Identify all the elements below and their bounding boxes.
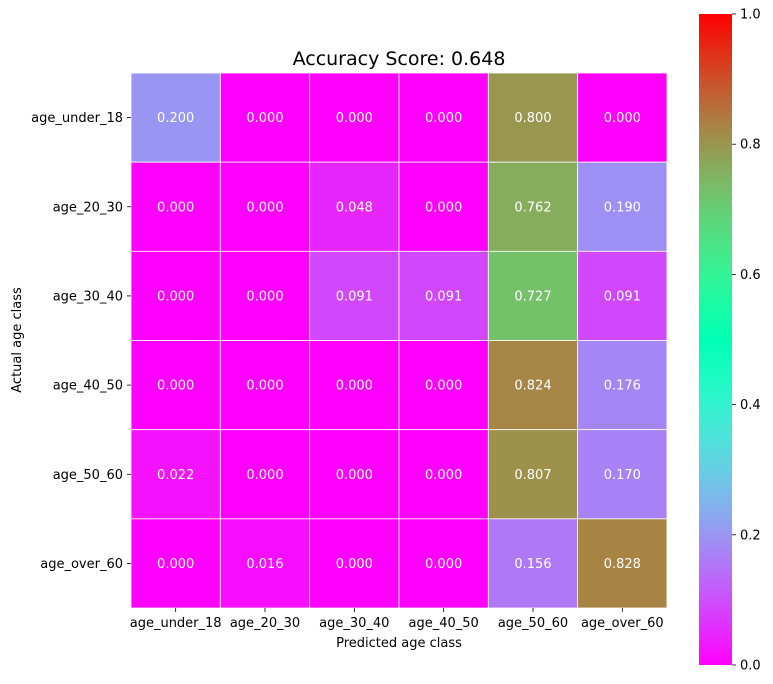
- y-tick-label: age_30_40: [53, 289, 123, 304]
- cell-value-label: 0.000: [336, 111, 373, 126]
- cell-value-label: 0.176: [604, 379, 641, 394]
- heatmap-cell: [309, 340, 400, 431]
- heatmap-cell: [487, 72, 579, 163]
- x-tick-label: age_30_40: [319, 616, 389, 631]
- heatmap-cell: [309, 250, 400, 341]
- heatmap-cell: [577, 340, 668, 431]
- heatmap-cell: [398, 161, 489, 252]
- cell-value-label: 0.727: [514, 289, 551, 304]
- heatmap-cell-labels: 0.200 0.000 0.000 0.000 0.800 0.000 0.000 0.000…: [157, 111, 641, 572]
- cell-value-label: 0.091: [604, 289, 641, 304]
- cell-value-label: 0.000: [157, 557, 194, 572]
- y-tick-label: age_40_50: [53, 379, 123, 394]
- cell-value-label: 0.156: [514, 557, 551, 572]
- y-tick-label: age_under_18: [31, 111, 123, 126]
- cell-value-label: 0.000: [336, 468, 373, 483]
- heatmap-cell: [130, 518, 221, 609]
- heatmap-cell: [487, 340, 579, 431]
- colorbar-tick-label: 0.8: [740, 138, 761, 153]
- cell-value-label: 0.000: [604, 111, 641, 126]
- colorbar-tick-label: 0.2: [740, 528, 761, 543]
- y-axis-ticks: age_under_18 age_20_30 age_30_40 age_40_50a…: [31, 111, 131, 572]
- heatmap-cell: [577, 518, 668, 609]
- cell-value-label: 0.048: [336, 200, 373, 215]
- cell-value-label: 0.000: [425, 200, 462, 215]
- cell-value-label: 0.190: [604, 200, 641, 215]
- cell-value-label: 0.828: [604, 557, 641, 572]
- x-tick-label: age_20_30: [230, 616, 300, 631]
- heatmap-cell: [219, 340, 311, 431]
- cell-value-label: 0.022: [157, 468, 194, 483]
- heatmap-cells: [130, 72, 668, 609]
- heatmap-cell: [577, 250, 668, 341]
- cell-value-label: 0.000: [425, 557, 462, 572]
- colorbar-tick-label: 0.0: [740, 659, 761, 674]
- heatmap-cell: [577, 161, 668, 252]
- heatmap-cell: [130, 340, 221, 431]
- cell-value-label: 0.800: [514, 111, 551, 126]
- heatmap-cell: [487, 429, 579, 520]
- cell-value-label: 0.000: [157, 289, 194, 304]
- x-tick-label: age_under_18: [130, 616, 222, 631]
- x-tick-label: age_40_50: [408, 616, 478, 631]
- y-tick-label: age_over_60: [40, 557, 123, 572]
- cell-value-label: 0.762: [514, 200, 551, 215]
- heatmap-cell: [487, 250, 579, 341]
- cell-value-label: 0.000: [336, 379, 373, 394]
- cell-value-label: 0.091: [336, 289, 373, 304]
- colorbar-tick-label: 1.0: [740, 8, 761, 23]
- cell-value-label: 0.200: [157, 111, 194, 126]
- cell-value-label: 0.824: [514, 379, 551, 394]
- heatmap-cell: [309, 72, 400, 163]
- heatmap-cell: [577, 429, 668, 520]
- chart-title: Accuracy Score: 0.648: [293, 48, 506, 70]
- y-tick-label: age_20_30: [53, 200, 123, 215]
- heatmap-cell: [219, 250, 311, 341]
- cell-value-label: 0.000: [246, 200, 283, 215]
- y-tick-label: age_50_60: [53, 468, 123, 483]
- cell-value-label: 0.000: [425, 111, 462, 126]
- cell-value-label: 0.000: [425, 468, 462, 483]
- x-tick-label: age_50_60: [498, 616, 568, 631]
- cell-value-label: 0.807: [514, 468, 551, 483]
- cell-value-label: 0.000: [157, 200, 194, 215]
- heatmap-cell: [487, 518, 579, 609]
- heatmap-cell: [219, 72, 311, 163]
- heatmap-cell: [398, 518, 489, 609]
- heatmap-cell: [130, 72, 221, 163]
- cell-value-label: 0.000: [425, 379, 462, 394]
- colorbar-tick-label: 0.6: [740, 268, 761, 283]
- cell-value-label: 0.000: [246, 289, 283, 304]
- heatmap-cell: [577, 72, 668, 163]
- y-axis-label: Actual age class: [10, 287, 25, 393]
- heatmap-cell: [219, 161, 311, 252]
- cell-value-label: 0.000: [246, 468, 283, 483]
- x-axis-label: Predicted age class: [336, 636, 462, 651]
- x-axis-ticks: age_under_18 age_20_30 age_30_40 age_40_50 a…: [130, 608, 664, 631]
- heatmap-cell: [398, 429, 489, 520]
- cell-value-label: 0.000: [336, 557, 373, 572]
- cell-value-label: 0.016: [246, 557, 283, 572]
- heatmap-cell: [398, 250, 489, 341]
- cell-value-label: 0.170: [604, 468, 641, 483]
- heatmap-cell: [130, 250, 221, 341]
- colorbar-tick-label: 0.4: [740, 398, 761, 413]
- colorbar: [699, 14, 732, 665]
- cell-value-label: 0.091: [425, 289, 462, 304]
- x-tick-label: age_over_60: [581, 616, 664, 631]
- cell-value-label: 0.000: [246, 379, 283, 394]
- cell-value-label: 0.000: [157, 379, 194, 394]
- heatmap-cell: [398, 340, 489, 431]
- cell-value-label: 0.000: [246, 111, 283, 126]
- heatmap-cell: [398, 72, 489, 163]
- heatmap-cell: [130, 429, 221, 520]
- heatmap-cell: [309, 429, 400, 520]
- colorbar-ticks: 0.0 0.2 0.4 0.6 0.8 1.0: [732, 8, 761, 674]
